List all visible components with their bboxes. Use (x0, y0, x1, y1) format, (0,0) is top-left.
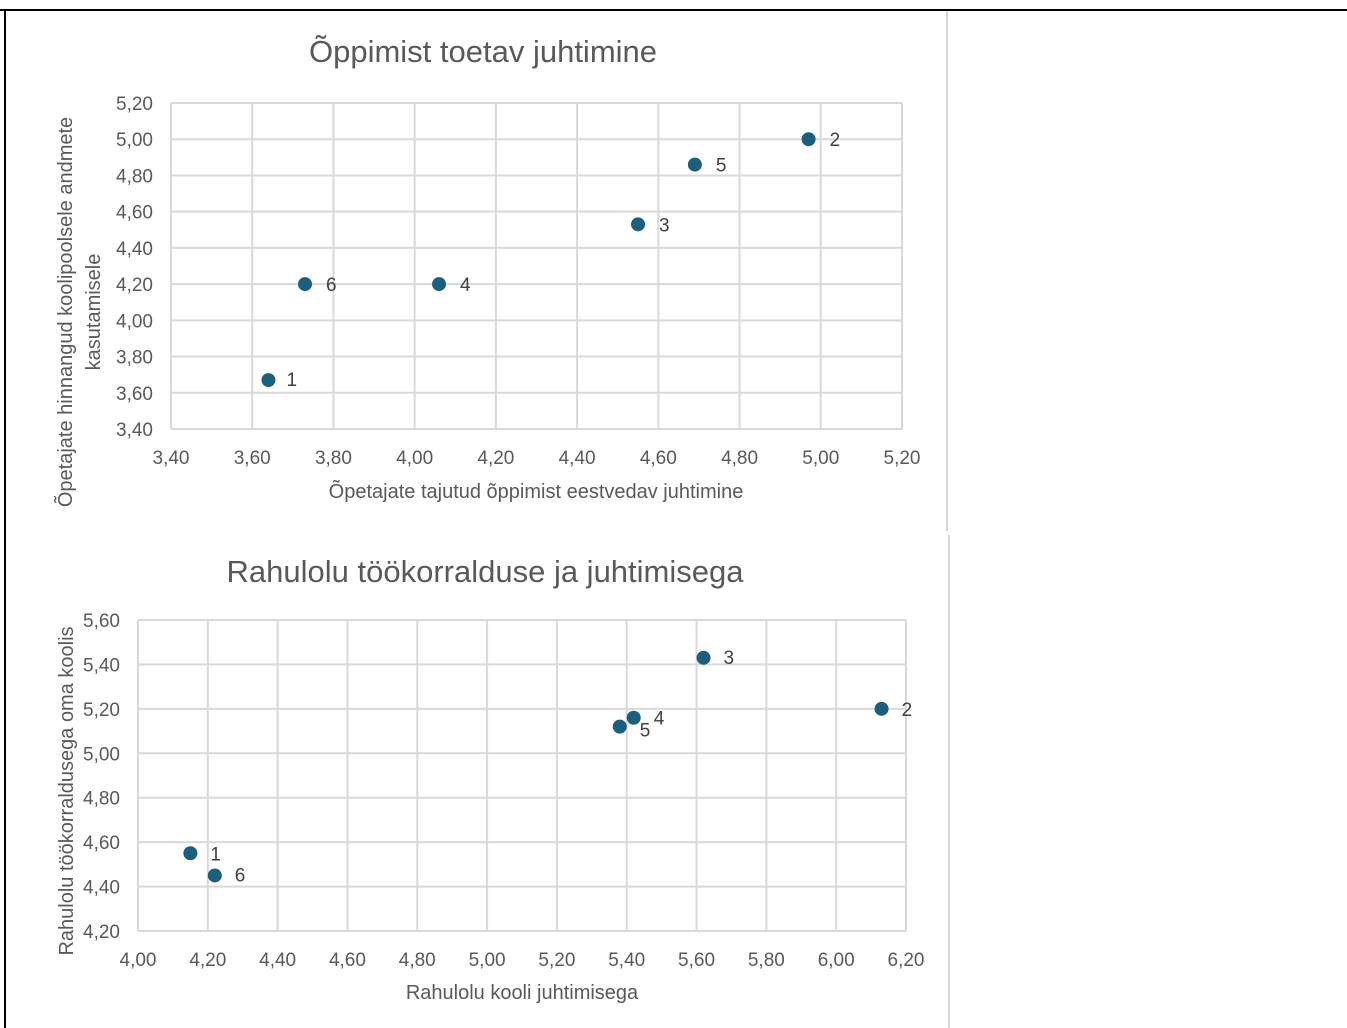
x-tick-label: 4,60 (640, 448, 677, 469)
data-points: 1 2 3 45 6 (183, 648, 913, 886)
y-tick-label: 5,40 (83, 655, 120, 676)
data-label-3: 3 (724, 648, 735, 669)
x-tick-label: 4,60 (329, 950, 366, 971)
data-label-1: 1 (286, 370, 297, 391)
tick-labels: 4,00 4,20 4,40 4,60 4,80 5,00 5,20 5,40 5,60 5,80… (83, 611, 924, 971)
x-tick-label: 5,00 (469, 950, 506, 971)
y-axis-title-line-1: Rahulolu töökorraldusega oma koolis (56, 626, 78, 955)
y-tick-label: 3,40 (116, 420, 153, 441)
x-tick-label: 4,80 (721, 448, 758, 469)
data-label-6: 6 (235, 865, 246, 886)
scatter-chart-learning-leadership: Õppimist toetav juhtimine 3,40 3,60 3,80 4,… (53, 34, 920, 507)
data-points: 1 2 3 4 5 6 (261, 130, 840, 391)
chart-panel-edge-top (946, 11, 948, 531)
y-tick-label: 4,00 (116, 311, 153, 332)
y-tick-label: 5,00 (83, 744, 120, 765)
scatter-chart-satisfaction: Rahulolu töökorralduse ja juhtimisega 4,… (56, 554, 924, 1004)
x-axis-title: Õpetajate tajutud õppimist eestvedav juh… (329, 479, 744, 503)
y-tick-label: 4,80 (83, 789, 120, 810)
y-tick-label: 5,20 (116, 94, 153, 115)
data-label-2: 2 (902, 700, 913, 721)
data-label-1: 1 (210, 844, 221, 865)
data-point-3 (631, 217, 646, 232)
data-point-3 (696, 650, 711, 665)
y-tick-label: 5,20 (83, 700, 120, 721)
data-label-5: 5 (716, 156, 727, 177)
y-tick-label: 3,60 (116, 384, 153, 405)
data-point-6 (298, 277, 313, 292)
data-point-5 (612, 719, 627, 734)
y-axis-title-line-1: Õpetajate hinnangud koolipoolsele andmet… (53, 117, 77, 507)
data-point-6 (207, 868, 222, 883)
y-tick-label: 4,20 (116, 275, 153, 296)
data-point-2 (874, 701, 889, 716)
data-point-5 (687, 157, 702, 172)
y-axis-title: Õpetajate hinnangud koolipoolsele andmet… (53, 117, 105, 507)
x-tick-label: 5,20 (538, 950, 575, 971)
y-tick-label: 4,40 (83, 878, 120, 899)
y-axis-title-line-2: kasutamisele (83, 254, 105, 371)
x-tick-label: 3,60 (234, 448, 271, 469)
y-tick-label: 5,00 (116, 130, 153, 151)
chart-title: Rahulolu töökorralduse ja juhtimisega (227, 554, 745, 589)
x-axis-title: Rahulolu kooli juhtimisega (406, 982, 639, 1004)
chart-title: Õppimist toetav juhtimine (309, 34, 657, 69)
data-point-4 (626, 710, 641, 725)
x-tick-label: 5,80 (748, 950, 785, 971)
data-label-5: 5 (640, 721, 651, 742)
x-tick-label: 5,20 (884, 448, 921, 469)
x-tick-label: 6,00 (818, 950, 855, 971)
page-frame-left (4, 9, 6, 1028)
x-tick-label: 6,20 (888, 950, 925, 971)
data-point-1 (261, 373, 276, 388)
y-tick-label: 4,20 (83, 922, 120, 943)
data-point-1 (183, 846, 198, 861)
grid-lines (137, 619, 907, 932)
data-point-4 (432, 277, 447, 292)
y-tick-label: 5,60 (83, 611, 120, 632)
y-tick-label: 4,40 (116, 239, 153, 260)
tick-labels: 3,40 3,60 3,80 4,00 4,20 4,40 4,60 4,80 5,00 5,20… (116, 94, 920, 469)
x-tick-label: 5,00 (802, 448, 839, 469)
x-tick-label: 4,20 (477, 448, 514, 469)
data-point-2 (801, 132, 816, 147)
data-label-4: 4 (654, 709, 665, 730)
x-tick-label: 4,40 (259, 950, 296, 971)
x-tick-label: 5,60 (678, 950, 715, 971)
y-tick-label: 4,60 (116, 203, 153, 224)
data-label-6: 6 (326, 275, 337, 296)
x-tick-label: 4,00 (120, 950, 157, 971)
data-label-2: 2 (830, 130, 841, 151)
x-tick-label: 5,40 (608, 950, 645, 971)
y-axis-title: Rahulolu töökorraldusega oma koolis (56, 626, 78, 955)
chart-panel-edge-bottom (948, 535, 950, 1028)
x-tick-label: 4,80 (399, 950, 436, 971)
grid-lines (170, 102, 903, 430)
x-tick-label: 3,80 (315, 448, 352, 469)
data-label-4: 4 (460, 275, 471, 296)
x-tick-label: 4,00 (396, 448, 433, 469)
y-tick-label: 4,80 (116, 166, 153, 187)
y-tick-label: 4,60 (83, 833, 120, 854)
y-tick-label: 3,80 (116, 348, 153, 369)
data-label-3: 3 (659, 215, 670, 236)
x-tick-label: 3,40 (153, 448, 190, 469)
x-tick-label: 4,20 (189, 950, 226, 971)
page-frame-top (0, 9, 1347, 11)
x-tick-label: 4,40 (559, 448, 596, 469)
